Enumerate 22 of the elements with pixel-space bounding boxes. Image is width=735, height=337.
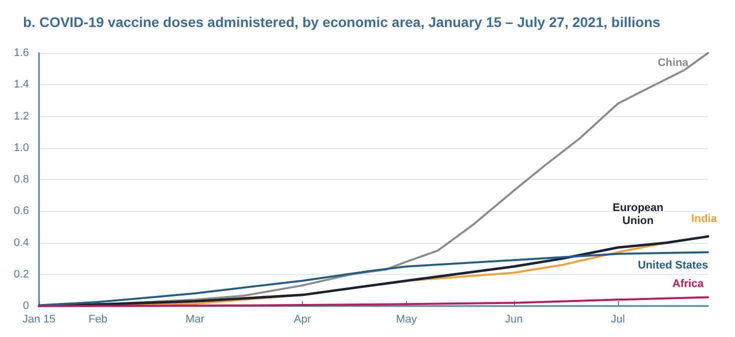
x-tick-label: Mar	[186, 314, 205, 326]
series-label: United States	[638, 260, 708, 272]
chart-title: b. COVID-19 vaccine doses administered, by economic area, January 15 – July 27, 2021, billions	[23, 14, 660, 30]
y-tick-label: 1.2	[14, 110, 29, 122]
y-tick-label: 0	[22, 300, 29, 312]
x-tick-label: Feb	[88, 314, 108, 326]
y-tick-label: 1.4	[14, 78, 29, 91]
series-label: India	[691, 212, 718, 225]
text: 1.0	[14, 142, 29, 154]
series-label: European Union	[612, 202, 664, 227]
y-tick-label: 0.8	[14, 174, 29, 186]
x-tick-label: Apr	[294, 314, 312, 326]
x-tick-label: May	[396, 314, 418, 326]
series-label: China	[658, 57, 690, 69]
x-tick-label: Jul	[610, 314, 625, 326]
series-label: Africa	[672, 278, 704, 290]
x-tick-label: Jun	[505, 314, 523, 326]
y-tick-label: 0.4	[14, 236, 29, 249]
y-tick-label: 1.6	[14, 47, 29, 59]
y-tick-label: 0.2	[14, 268, 29, 280]
y-tick-label: 0.6	[14, 205, 29, 218]
x-tick-label: Jan 15	[22, 314, 56, 326]
